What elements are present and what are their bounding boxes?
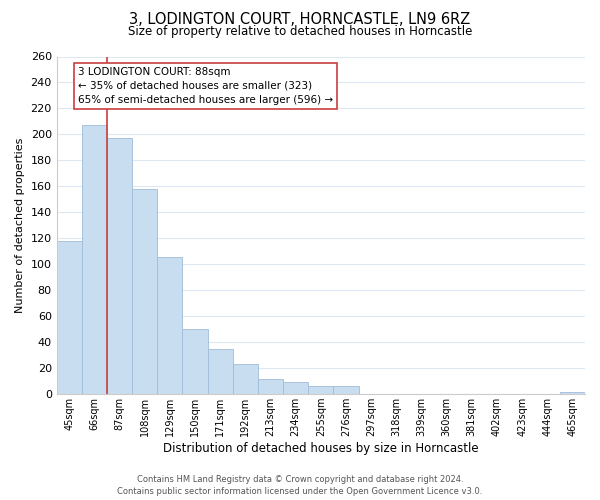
Text: 3, LODINGTON COURT, HORNCASTLE, LN9 6RZ: 3, LODINGTON COURT, HORNCASTLE, LN9 6RZ [130, 12, 470, 28]
Bar [107, 138, 132, 394]
Bar [258, 378, 283, 394]
Bar [308, 386, 334, 394]
X-axis label: Distribution of detached houses by size in Horncastle: Distribution of detached houses by size … [163, 442, 479, 455]
Text: 3 LODINGTON COURT: 88sqm
← 35% of detached houses are smaller (323)
65% of semi-: 3 LODINGTON COURT: 88sqm ← 35% of detach… [78, 67, 333, 105]
Bar [82, 126, 107, 394]
Bar [132, 189, 157, 394]
Bar [283, 382, 308, 394]
Bar [560, 392, 585, 394]
Text: Size of property relative to detached houses in Horncastle: Size of property relative to detached ho… [128, 25, 472, 38]
Bar [334, 386, 359, 394]
Bar [233, 364, 258, 394]
Bar [182, 329, 208, 394]
Y-axis label: Number of detached properties: Number of detached properties [15, 138, 25, 313]
Bar [157, 256, 182, 394]
Text: Contains HM Land Registry data © Crown copyright and database right 2024.
Contai: Contains HM Land Registry data © Crown c… [118, 474, 482, 496]
Bar [56, 241, 82, 394]
Bar [208, 348, 233, 394]
